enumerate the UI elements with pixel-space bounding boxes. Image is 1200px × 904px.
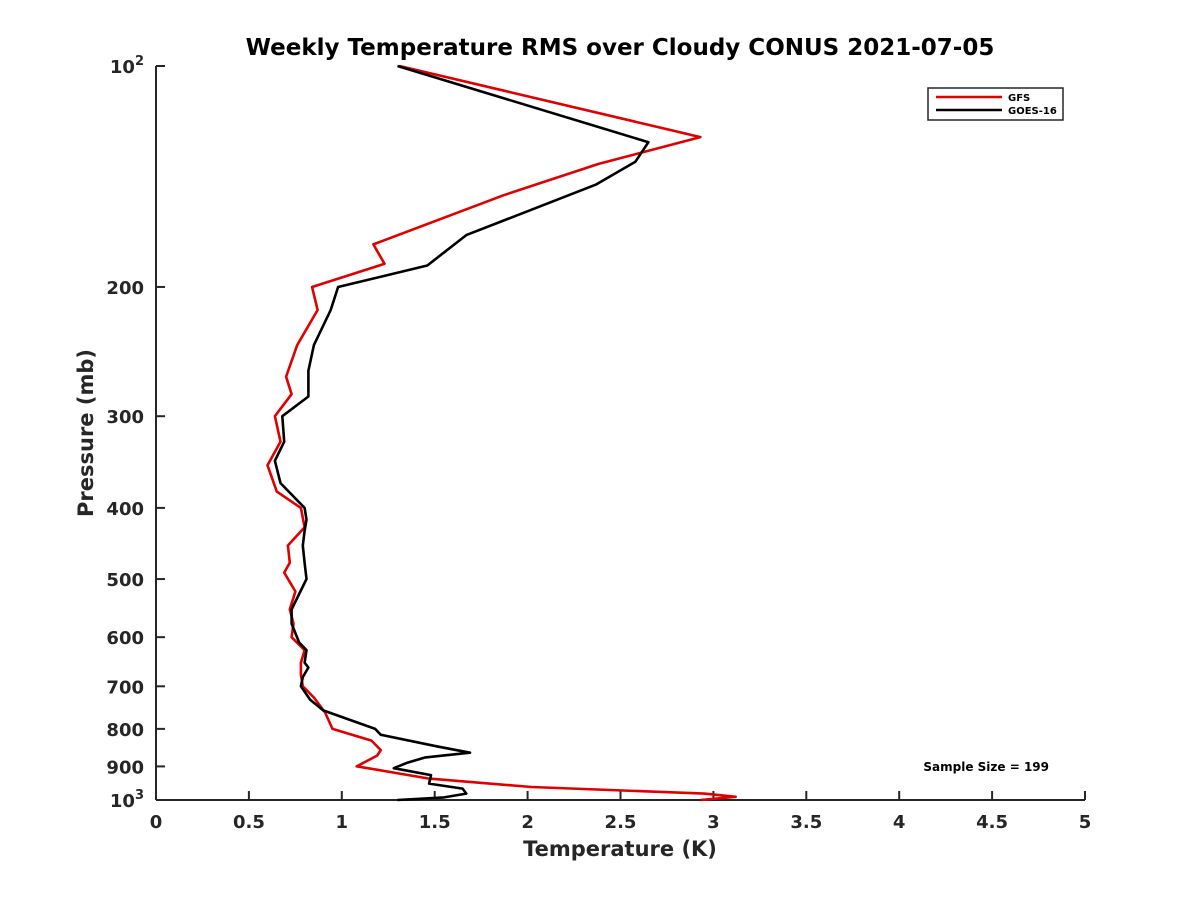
x-axis-label: Temperature (K) bbox=[523, 837, 717, 861]
x-ticks: 0 0.5 1 1.5 2 2.5 3 3.5 4 4.5 5 bbox=[150, 791, 1092, 833]
x-tick-label: 4.5 bbox=[976, 812, 1008, 833]
y-tick-label: 600 bbox=[106, 628, 144, 649]
series-layer bbox=[266, 64, 737, 802]
series-line-goes16 bbox=[273, 64, 650, 802]
sample-size-annotation: Sample Size = 199 bbox=[923, 760, 1049, 774]
legend-label-gfs: GFS bbox=[1008, 93, 1030, 104]
y-tick-label: 700 bbox=[106, 677, 144, 698]
y-axis-label: Pressure (mb) bbox=[74, 349, 98, 517]
x-tick-label: 4 bbox=[893, 812, 906, 833]
x-tick-label: 0 bbox=[150, 812, 163, 833]
y-tick-label: 900 bbox=[106, 757, 144, 778]
legend: GFS GOES-16 bbox=[927, 87, 1064, 121]
x-tick-label: 3 bbox=[707, 812, 720, 833]
x-tick-label: 0.5 bbox=[233, 812, 265, 833]
chart-title: Weekly Temperature RMS over Cloudy CONUS… bbox=[246, 35, 995, 61]
y-tick-label: 200 bbox=[106, 278, 144, 299]
x-tick-label: 1.5 bbox=[419, 812, 451, 833]
x-tick-label: 2.5 bbox=[605, 812, 637, 833]
x-tick-label: 3.5 bbox=[790, 812, 822, 833]
x-tick-label: 2 bbox=[521, 812, 534, 833]
series-line-gfs bbox=[266, 64, 737, 802]
y-tick-label: 400 bbox=[106, 499, 144, 520]
y-tick-label: 800 bbox=[106, 720, 144, 741]
y-tick-label: 500 bbox=[106, 570, 144, 591]
x-tick-label: 1 bbox=[336, 812, 349, 833]
legend-box bbox=[927, 87, 1064, 121]
x-tick-label: 5 bbox=[1079, 812, 1092, 833]
legend-label-goes16: GOES-16 bbox=[1008, 106, 1057, 117]
y-tick-label: 300 bbox=[106, 407, 144, 428]
